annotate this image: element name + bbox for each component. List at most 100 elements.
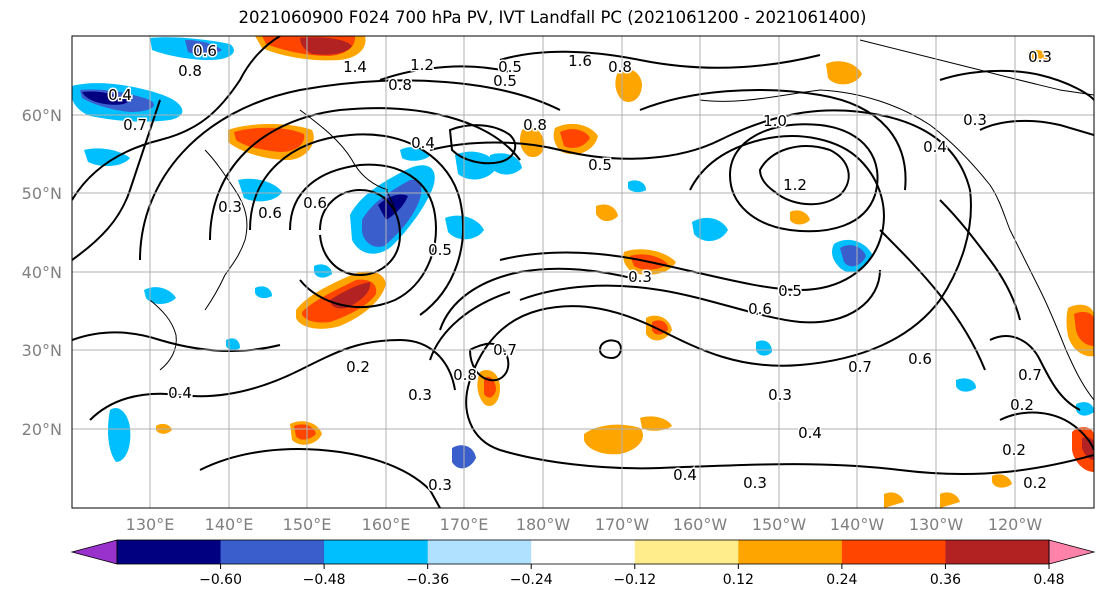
lon-label: 130°W bbox=[909, 515, 964, 534]
contour-label: 0.8 bbox=[608, 58, 632, 76]
lat-label: 30°N bbox=[22, 341, 62, 360]
latitude-labels: 60°N 50°N 40°N 30°N 20°N bbox=[22, 106, 62, 439]
contour-label: 0.6 bbox=[258, 204, 282, 222]
colorbar-tick-label: −0.36 bbox=[406, 572, 449, 588]
contour-label: 0.4 bbox=[108, 86, 132, 104]
positive-anomaly bbox=[330, 282, 371, 309]
lon-label: 170°E bbox=[440, 515, 489, 534]
contour-label: 0.5 bbox=[493, 72, 517, 90]
negative-anomaly bbox=[144, 287, 176, 304]
positive-anomaly bbox=[884, 492, 904, 508]
lat-label: 50°N bbox=[22, 184, 62, 203]
positive-anomaly bbox=[1074, 312, 1094, 346]
negative-anomaly bbox=[238, 178, 282, 202]
contour-label: 0.3 bbox=[428, 476, 452, 494]
contour-label: 0.8 bbox=[453, 366, 477, 384]
contour-label: 0.2 bbox=[1023, 474, 1047, 492]
colorbar-segment bbox=[324, 540, 429, 564]
contour-labels: 0.8 1.4 0.6 0.5 0.8 1.2 0.5 0.7 0.4 0.6 0.3 0.4 0.6 0… bbox=[107, 41, 1054, 496]
contour-label: 0.7 bbox=[848, 358, 872, 376]
contour-label: 0.3 bbox=[768, 386, 792, 404]
negative-anomaly bbox=[185, 40, 222, 55]
positive-anomaly bbox=[1028, 50, 1048, 62]
colorbar-extend-high bbox=[1048, 539, 1096, 565]
contour-label: 0.6 bbox=[748, 300, 772, 318]
colorbar-segment bbox=[117, 540, 222, 564]
longitude-labels: 130°E 140°E 150°E 160°E 170°E 180°W 170°… bbox=[126, 515, 1043, 534]
colorbar-segment bbox=[945, 540, 1050, 564]
colorbar-extend-low bbox=[70, 539, 118, 565]
positive-anomaly bbox=[596, 204, 618, 222]
contour-label: 0.6 bbox=[908, 350, 932, 368]
colorbar-tick-label: 0.36 bbox=[930, 572, 961, 588]
contour-label: 1.0 bbox=[763, 112, 787, 130]
figure-title: 2021060900 F024 700 hPa PV, IVT Landfall… bbox=[238, 8, 867, 27]
colorbar: −0.60 −0.48 −0.36 −0.24 −0.12 0.12 0.24 0.36 0.4… bbox=[70, 539, 1096, 588]
negative-anomaly bbox=[692, 217, 728, 242]
negative-anomaly bbox=[108, 408, 131, 462]
lon-label: 170°W bbox=[595, 515, 650, 534]
positive-anomaly bbox=[520, 127, 545, 158]
negative-anomaly bbox=[956, 378, 976, 392]
colorbar-segment bbox=[634, 540, 739, 564]
contour-label: 0.4 bbox=[673, 466, 697, 484]
colorbar-segment bbox=[220, 540, 325, 564]
colorbar-tick-label: 0.24 bbox=[826, 572, 857, 588]
contour-label: 0.2 bbox=[346, 358, 370, 376]
positive-anomaly bbox=[790, 210, 810, 225]
contour-label: 0.6 bbox=[303, 194, 327, 212]
contour-label: 1.2 bbox=[783, 176, 807, 194]
colorbar-segment bbox=[531, 540, 636, 564]
negative-anomaly bbox=[84, 148, 130, 167]
positive-anomaly bbox=[294, 424, 316, 440]
lon-label: 120°W bbox=[988, 515, 1043, 534]
contour-label: 0.3 bbox=[218, 198, 242, 216]
lon-label: 180°W bbox=[516, 515, 571, 534]
gridlines bbox=[72, 36, 1094, 508]
positive-anomaly bbox=[560, 129, 590, 148]
contour-label: 1.4 bbox=[343, 58, 367, 76]
contour-label: 0.5 bbox=[588, 156, 612, 174]
contour-label: 0.8 bbox=[388, 76, 412, 94]
contour-label: 0.4 bbox=[411, 134, 435, 152]
negative-anomaly bbox=[255, 286, 272, 299]
contour-label: 1.2 bbox=[410, 56, 434, 74]
contour-label: 0.5 bbox=[778, 282, 802, 300]
lon-label: 160°W bbox=[673, 515, 728, 534]
contour-label: 0.4 bbox=[798, 424, 822, 442]
lat-label: 60°N bbox=[22, 106, 62, 125]
contour-label: 0.7 bbox=[123, 116, 147, 134]
colorbar-tick-label: −0.60 bbox=[199, 572, 242, 588]
contour-label: 0.3 bbox=[1028, 48, 1052, 66]
positive-anomaly bbox=[484, 376, 496, 398]
contour-label: 0.4 bbox=[923, 138, 947, 156]
contour-label: 0.3 bbox=[628, 268, 652, 286]
lon-label: 160°E bbox=[362, 515, 411, 534]
lon-label: 140°W bbox=[830, 515, 885, 534]
positive-anomaly bbox=[300, 37, 352, 55]
colorbar-tick-label: −0.24 bbox=[510, 572, 553, 588]
positive-anomaly bbox=[940, 492, 960, 508]
contour-label: 0.3 bbox=[963, 111, 987, 129]
shaded-anomalies bbox=[72, 36, 1094, 508]
colorbar-tick-label: 0.12 bbox=[723, 572, 754, 588]
lon-label: 150°W bbox=[752, 515, 807, 534]
lat-label: 40°N bbox=[22, 263, 62, 282]
negative-anomaly bbox=[82, 91, 130, 105]
positive-anomaly bbox=[826, 61, 862, 85]
lon-label: 130°E bbox=[126, 515, 175, 534]
colorbar-outline bbox=[116, 539, 1050, 565]
contour-label: 0.2 bbox=[1002, 441, 1026, 459]
contour-label: 0.7 bbox=[493, 341, 517, 359]
colorbar-ticks: −0.60 −0.48 −0.36 −0.24 −0.12 0.12 0.24 0.36 0.4… bbox=[199, 564, 1065, 588]
negative-anomaly bbox=[314, 264, 332, 278]
colorbar-tick-label: −0.12 bbox=[613, 572, 656, 588]
contour-label: 0.3 bbox=[408, 386, 432, 404]
positive-anomaly bbox=[640, 416, 672, 431]
lon-label: 140°E bbox=[205, 515, 254, 534]
lon-label: 150°E bbox=[283, 515, 332, 534]
positive-anomaly bbox=[584, 424, 644, 455]
colorbar-tick-label: −0.48 bbox=[303, 572, 346, 588]
lat-label: 20°N bbox=[22, 420, 62, 439]
map-frame bbox=[71, 35, 1095, 509]
